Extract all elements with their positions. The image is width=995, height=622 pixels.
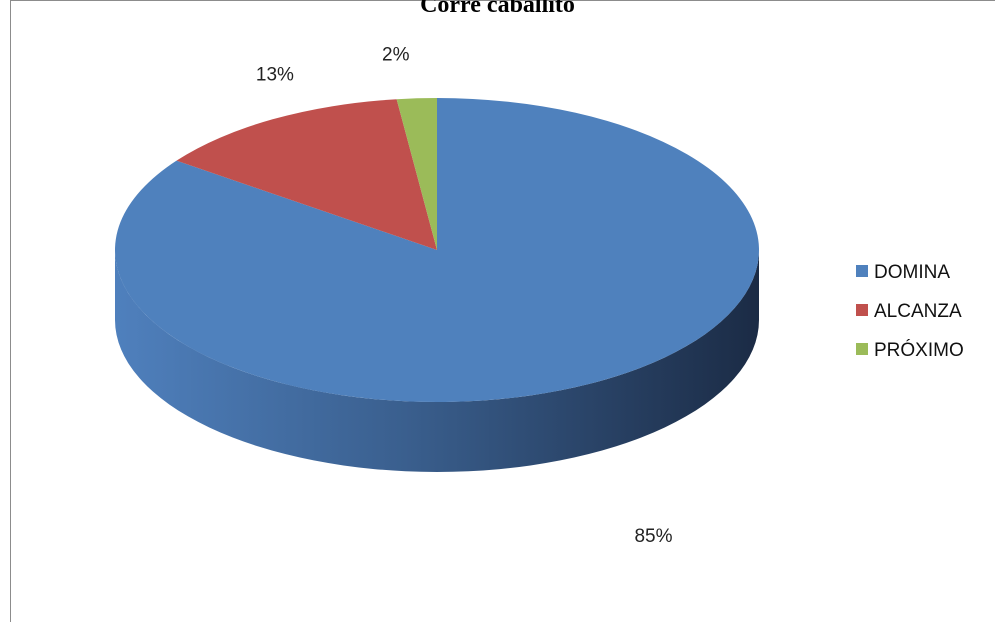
- data-label-alcanza: 13%: [256, 65, 294, 86]
- legend-swatch-domina: [856, 265, 868, 277]
- legend: DOMINA ALCANZA PRÓXIMO: [856, 262, 964, 361]
- data-label-proximo: 2%: [382, 45, 410, 66]
- legend-label-proximo: PRÓXIMO: [874, 339, 964, 361]
- pie-sides: [115, 250, 759, 472]
- pie-slice-proximo: [396, 98, 437, 250]
- pie-slice-alcanza: [176, 99, 437, 250]
- legend-swatch-alcanza: [856, 304, 868, 316]
- data-label-domina: 85%: [634, 526, 672, 547]
- legend-label-alcanza: ALCANZA: [874, 301, 962, 322]
- pie-tops: [115, 98, 759, 402]
- pie-labels: 85% 13% 2%: [256, 45, 673, 547]
- legend-label-domina: DOMINA: [874, 262, 950, 283]
- pie-side-domina: [115, 250, 759, 472]
- chart-title: Corre caballito: [420, 0, 575, 18]
- legend-swatch-proximo: [856, 343, 868, 355]
